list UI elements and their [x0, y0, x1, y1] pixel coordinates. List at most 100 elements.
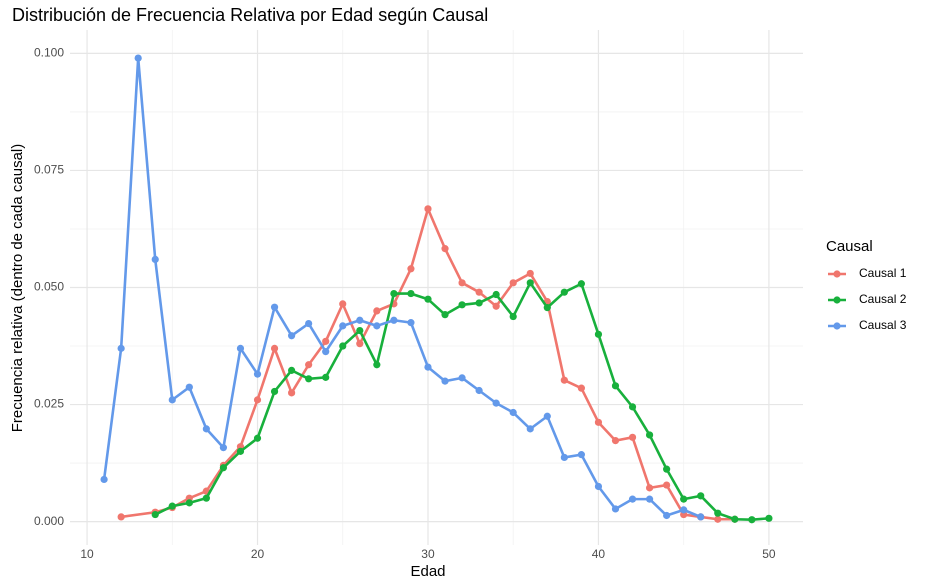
data-point [458, 279, 466, 287]
data-point [322, 373, 330, 381]
legend-title: Causal [826, 238, 873, 255]
data-point [475, 299, 483, 307]
data-point [185, 383, 193, 391]
data-point [645, 484, 654, 492]
data-point [151, 255, 159, 264]
data-point [305, 375, 313, 383]
legend-label: Causal 3 [859, 318, 907, 332]
data-point [407, 289, 415, 298]
data-point [356, 326, 364, 335]
series-line [154, 281, 770, 522]
data-point [390, 316, 398, 324]
data-point [219, 444, 228, 452]
data-point [475, 288, 483, 296]
data-point [168, 502, 176, 510]
data-point [390, 289, 398, 298]
x-tick-label: 20 [251, 547, 265, 561]
data-point [594, 482, 603, 491]
data-point [765, 514, 773, 522]
data-point [305, 361, 313, 369]
data-point [628, 403, 637, 411]
data-point [526, 425, 534, 433]
data-point [663, 481, 671, 489]
data-point [509, 312, 517, 321]
data-point [543, 304, 551, 312]
data-point [458, 374, 466, 382]
data-point [373, 361, 381, 369]
data-point [270, 387, 279, 396]
data-point [339, 322, 347, 330]
data-point [458, 301, 466, 309]
data-point [151, 510, 159, 519]
data-point [628, 495, 637, 503]
data-point [577, 451, 585, 459]
y-tick-label: 0.050 [34, 280, 64, 294]
data-point [441, 245, 449, 253]
data-point [185, 499, 193, 507]
data-point [731, 515, 739, 523]
x-tick-label: 10 [80, 547, 94, 561]
data-point [560, 453, 568, 462]
data-point [202, 425, 210, 433]
y-tick-label: 0.000 [34, 514, 64, 528]
data-point [305, 319, 313, 328]
y-axis-label: Frecuencia relativa (dentro de cada caus… [9, 144, 26, 433]
data-point [577, 280, 585, 288]
data-point [288, 389, 296, 397]
data-point [645, 495, 654, 503]
data-point [253, 370, 262, 378]
data-point [407, 319, 415, 327]
data-point [509, 279, 517, 287]
data-point [288, 366, 296, 374]
legend-label: Causal 2 [859, 292, 907, 306]
data-point [509, 408, 517, 417]
legend-swatch [833, 322, 841, 330]
x-tick-label: 30 [421, 547, 435, 561]
data-point [168, 396, 176, 404]
data-point [697, 492, 705, 500]
data-point [526, 269, 534, 278]
x-tick-label: 40 [592, 547, 606, 561]
data-point [748, 516, 756, 524]
data-point [663, 465, 671, 473]
data-point [236, 344, 245, 352]
data-point [356, 340, 364, 348]
data-point [270, 303, 279, 311]
data-point [645, 431, 654, 439]
y-tick-label: 0.025 [34, 397, 64, 411]
data-point [117, 513, 125, 521]
data-point [339, 300, 347, 308]
data-point [373, 322, 381, 330]
data-point [628, 433, 637, 441]
data-point [424, 205, 432, 213]
y-tick-label: 0.100 [34, 46, 64, 60]
data-point [611, 505, 620, 513]
data-point [560, 376, 568, 384]
data-point [543, 412, 551, 420]
data-point [611, 382, 620, 390]
legend-swatch [833, 296, 841, 304]
y-tick-label: 0.075 [34, 163, 64, 177]
data-point [322, 348, 330, 356]
data-point [560, 288, 568, 296]
data-point [714, 515, 722, 523]
data-point [577, 384, 585, 392]
series-line [102, 56, 702, 519]
data-point [441, 311, 449, 319]
data-point [680, 495, 688, 503]
x-tick-label: 50 [762, 547, 776, 561]
data-point [373, 307, 381, 315]
legend-label: Causal 1 [859, 266, 907, 280]
data-point [424, 363, 432, 371]
data-point [526, 279, 534, 287]
data-point [219, 464, 228, 472]
data-point [492, 290, 500, 299]
data-point [134, 54, 142, 62]
data-point [100, 475, 108, 484]
data-point [492, 302, 500, 310]
data-point [339, 342, 347, 350]
data-point [441, 377, 449, 385]
data-point [253, 434, 262, 442]
data-point [697, 513, 705, 521]
